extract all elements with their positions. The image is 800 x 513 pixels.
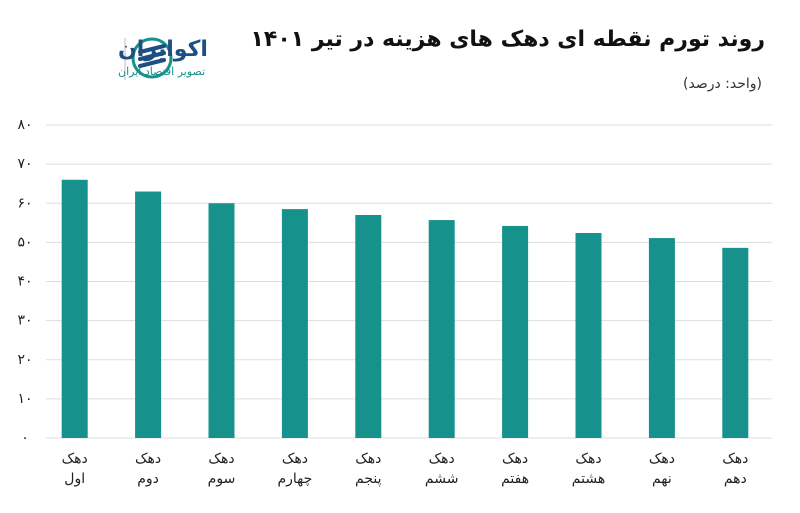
bar [722,247,749,438]
bar [502,225,529,438]
logo-icon [131,37,173,79]
y-tick-label: ۷۰ [17,156,32,172]
x-tick-label: دهک هفتم [501,451,530,487]
y-tick-label: ۸۰ [17,117,32,133]
x-tick-label: دهک دوم [135,451,162,487]
bar [61,179,88,438]
x-tick-label: دهک پنجم [355,451,382,487]
y-tick-label: ۲۰ [17,352,32,368]
bar [428,220,455,438]
x-tick-label: دهک چهارم [277,451,313,487]
bar [208,203,235,438]
bar [355,214,382,438]
bar [575,232,602,438]
y-tick-label: ۱۰ [17,391,32,407]
brand-tagline: تصویر اقتصاد ایران [118,65,205,78]
y-tick-label: ۳۰ [17,313,32,329]
bar [281,209,308,438]
bar [648,238,675,438]
chart-subtitle: (واحد: درصد) [683,76,762,92]
y-tick-label: ۵۰ [17,234,32,250]
bar [135,191,162,438]
x-tick-label: دهک ششم [424,451,459,487]
x-tick-label: دهک دهم [722,451,749,487]
x-tick-label: دهک سوم [207,451,236,487]
brand-name: اکوایران [118,37,208,62]
x-tick-label: دهک هشتم [571,451,606,487]
y-tick-label: ۶۰ [17,195,32,211]
y-tick-label: ۴۰ [17,274,32,290]
x-tick-label: دهک اول [61,451,88,487]
x-tick-label: دهک نهم [648,451,675,487]
chart-title: روند تورم نقطه ای دهک های هزینه در تیر ۱… [250,27,765,52]
y-tick-label: ۰ [21,430,29,446]
